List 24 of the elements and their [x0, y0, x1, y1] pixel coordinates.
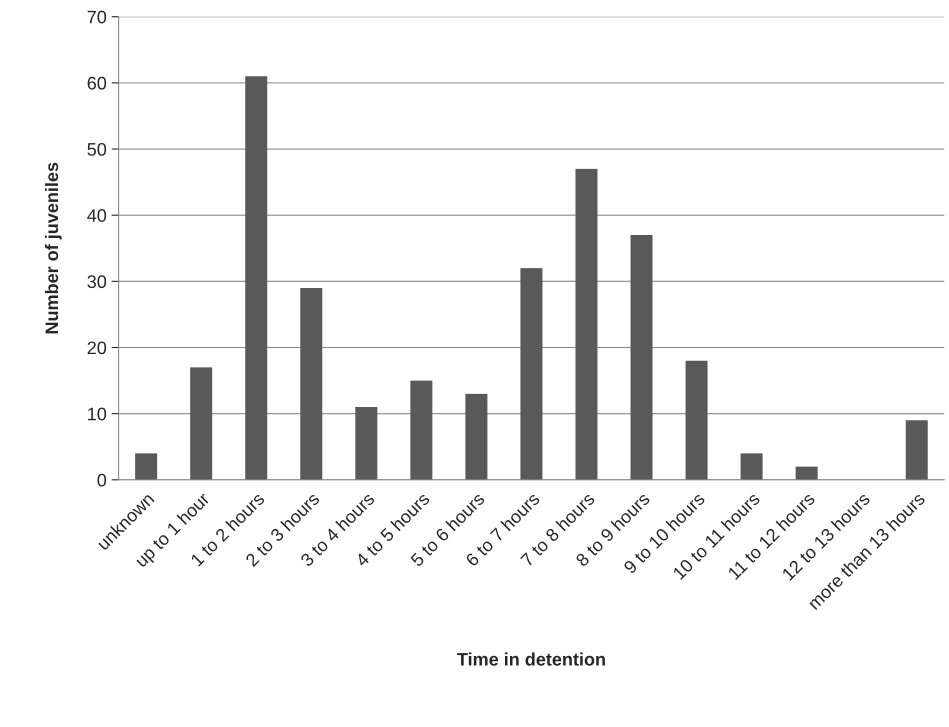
- bar: [630, 235, 653, 480]
- y-tick-label: 20: [88, 341, 106, 354]
- x-axis-title: Time in detention: [457, 652, 605, 666]
- bar: [300, 288, 322, 480]
- y-tick-label: 50: [87, 142, 106, 156]
- y-tick-label: 70: [88, 10, 106, 24]
- bar: [520, 268, 542, 480]
- y-tick-label: 30: [87, 275, 106, 288]
- bar: [465, 394, 488, 480]
- y-tick-label: 10: [88, 408, 106, 420]
- y-tick-label: 0: [97, 474, 106, 487]
- bar: [740, 453, 763, 480]
- y-tick-label: 60: [88, 76, 106, 90]
- bar: [575, 168, 598, 480]
- bar: [906, 420, 928, 480]
- bar: [410, 380, 432, 480]
- bar: [190, 367, 212, 480]
- bar: [355, 407, 378, 480]
- bar: [245, 76, 268, 480]
- bar: [686, 360, 708, 480]
- y-axis-title: Number of juveniles: [44, 162, 62, 334]
- bar: [796, 466, 818, 480]
- bar: [135, 453, 158, 480]
- y-tick-label: 40: [87, 209, 106, 222]
